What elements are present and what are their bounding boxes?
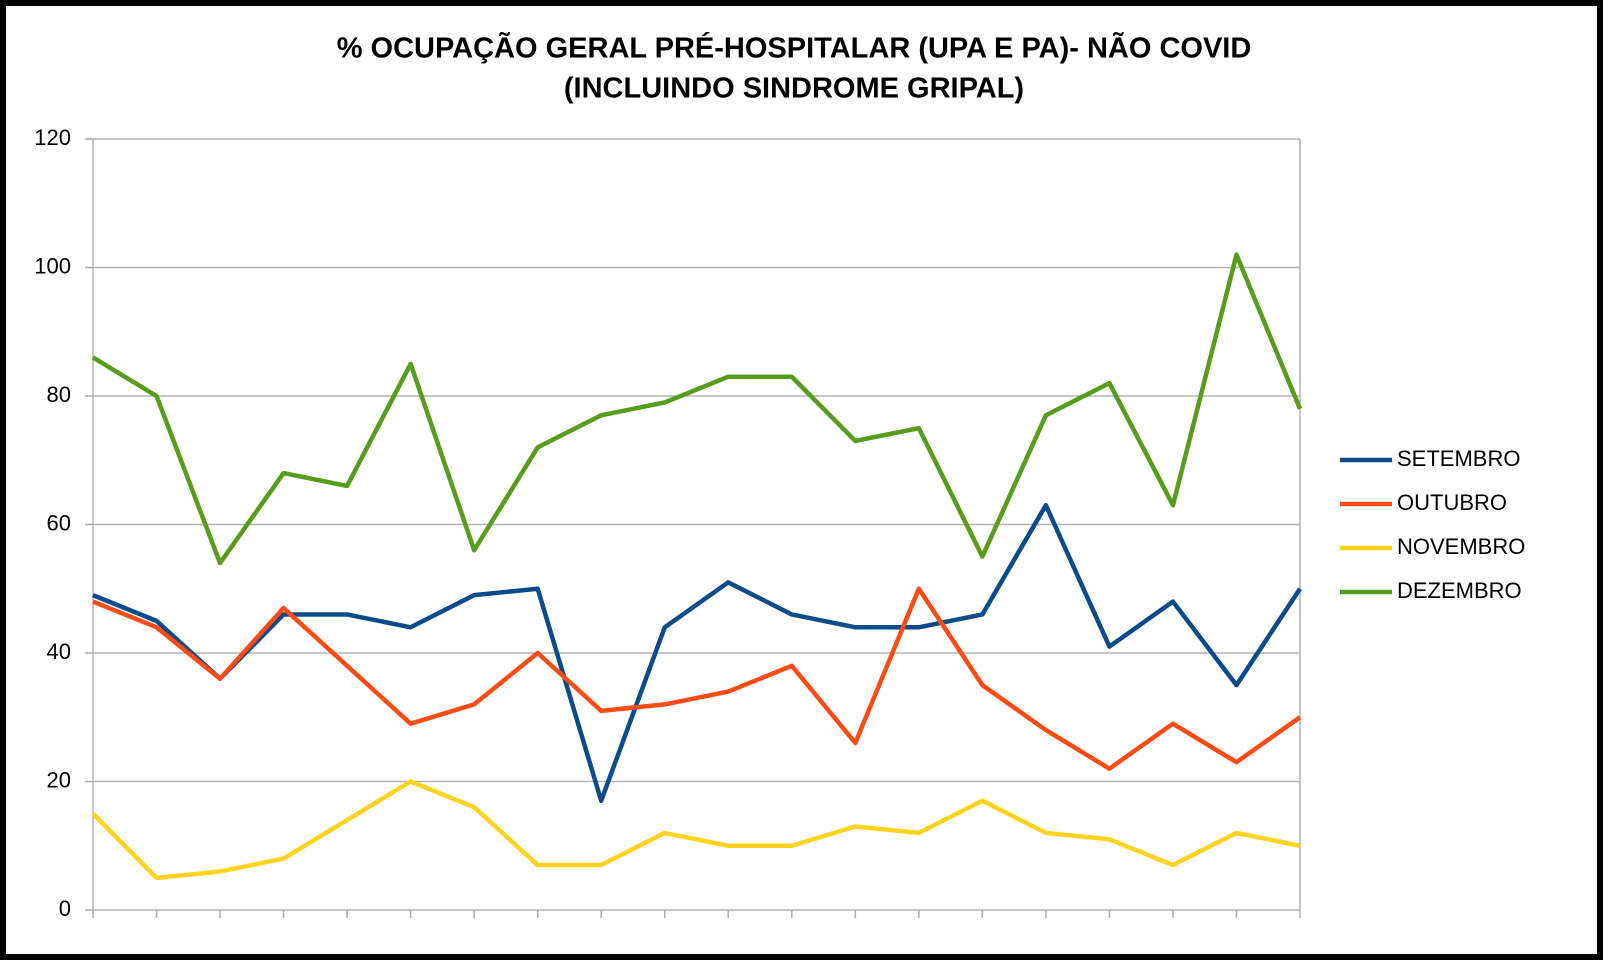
legend-label: NOVEMBRO bbox=[1397, 534, 1525, 559]
chart-title: (INCLUINDO SINDROME GRIPAL) bbox=[564, 73, 1024, 105]
series-line bbox=[91, 779, 1301, 881]
y-tick-label: 60 bbox=[47, 510, 71, 535]
chart-title: % OCUPAÇÃO GERAL PRÉ-HOSPITALAR (UPA E P… bbox=[337, 31, 1252, 65]
legend-label: OUTUBRO bbox=[1397, 490, 1507, 515]
y-tick-label: 40 bbox=[47, 639, 71, 664]
series-line bbox=[92, 502, 1302, 804]
y-tick-label: 0 bbox=[59, 896, 71, 921]
y-tick-label: 120 bbox=[34, 125, 71, 150]
series-line bbox=[91, 252, 1303, 566]
series-line bbox=[92, 586, 1302, 771]
legend-label: SETEMBRO bbox=[1397, 446, 1520, 471]
y-tick-label: 80 bbox=[47, 382, 71, 407]
legend-label: DEZEMBRO bbox=[1397, 578, 1522, 603]
y-tick-label: 20 bbox=[47, 767, 71, 792]
y-tick-label: 100 bbox=[34, 253, 71, 278]
